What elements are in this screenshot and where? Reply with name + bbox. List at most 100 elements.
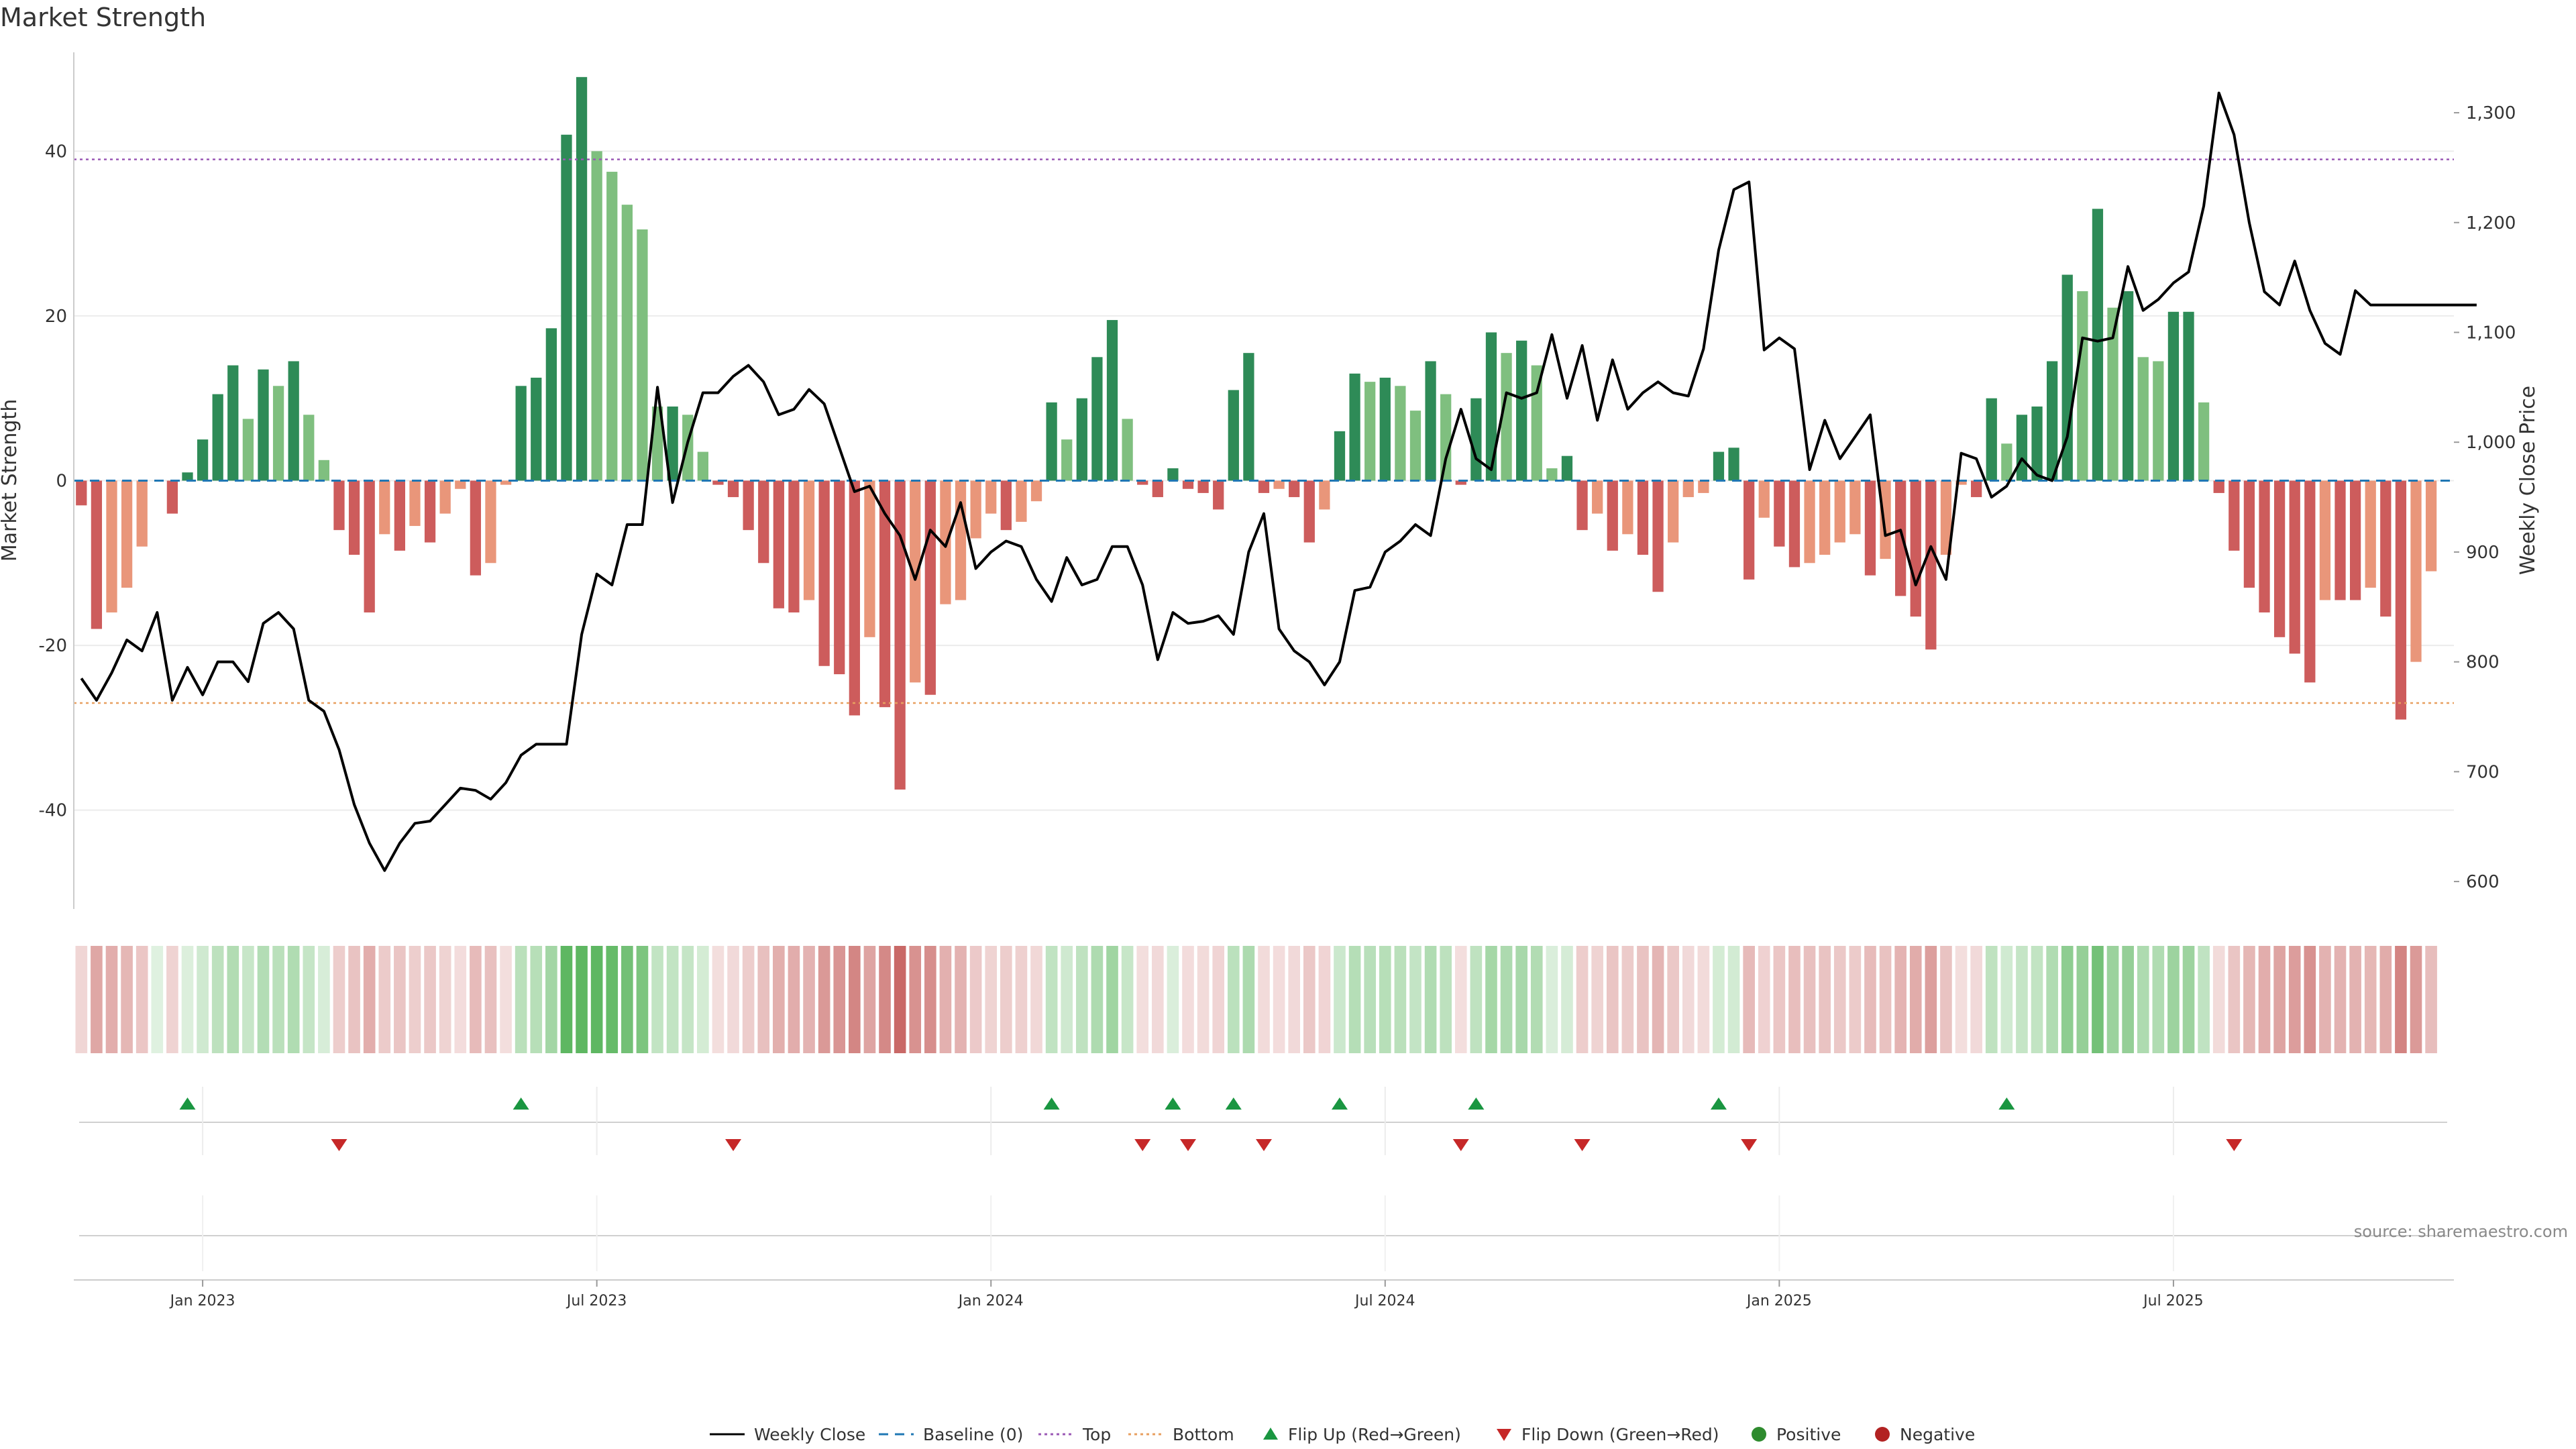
negative-strength-bar: [1273, 480, 1285, 489]
heat-cell: [1000, 946, 1012, 1053]
heat-cell: [1925, 946, 1937, 1053]
positive-strength-bar: [1395, 386, 1406, 481]
heat-cell: [2288, 946, 2301, 1053]
heat-cell: [1121, 946, 1134, 1053]
negative-strength-bar: [1774, 480, 1785, 547]
positive-strength-bar: [318, 460, 330, 481]
heat-cell: [849, 946, 861, 1053]
positive-strength-bar: [1516, 340, 1527, 481]
negative-strength-bar: [500, 480, 512, 485]
page-title: Market Strength: [0, 3, 207, 32]
heat-cell: [272, 946, 284, 1053]
positive-strength-bar: [1122, 419, 1133, 481]
heat-cell: [1424, 946, 1437, 1053]
positive-strength-bar: [682, 415, 694, 481]
heat-cell: [470, 946, 482, 1053]
heat-cell: [2198, 946, 2210, 1053]
negative-strength-bar: [743, 480, 754, 531]
negative-strength-bar: [409, 480, 421, 527]
positive-strength-bar: [591, 151, 602, 481]
weekly-close-line: [80, 91, 2477, 872]
negative-strength-bar: [166, 480, 178, 514]
positive-strength-bar: [1228, 390, 1239, 481]
positive-strength-bar: [637, 229, 648, 481]
heat-cell: [955, 946, 967, 1053]
legend-entry: Top: [1082, 1425, 1111, 1444]
positive-strength-bar: [182, 472, 193, 481]
heat-cell: [666, 946, 679, 1053]
positive-strength-bar: [1425, 361, 1436, 481]
heat-cell: [454, 946, 467, 1053]
negative-strength-bar: [2349, 480, 2361, 600]
negative-strength-bar: [1743, 480, 1755, 580]
heat-cell: [712, 946, 724, 1053]
negative-strength-bar: [439, 480, 451, 514]
negative-strength-bar: [1682, 480, 1694, 498]
negative-strength-bar: [955, 480, 967, 600]
weekly-close-series: [80, 91, 2477, 872]
heat-cell: [484, 946, 497, 1053]
negative-strength-bar: [1607, 480, 1618, 551]
negative-strength-bar: [2410, 480, 2422, 662]
positive-strength-bar: [1243, 353, 1254, 481]
heat-cell: [257, 946, 270, 1053]
legend-entry: Flip Down (Green→Red): [1521, 1425, 1719, 1444]
negative-strength-bar: [818, 480, 830, 666]
heat-cell: [1515, 946, 1527, 1053]
heat-cell: [1500, 946, 1513, 1053]
negative-strength-bar: [1319, 480, 1330, 510]
negative-strength-bar: [1637, 480, 1649, 555]
y-right-tick-label: 700: [2466, 762, 2500, 782]
heat-cell: [2273, 946, 2286, 1053]
heat-cell: [1819, 946, 1831, 1053]
heat-cell: [2061, 946, 2074, 1053]
positive-strength-bar: [2031, 406, 2043, 481]
negative-strength-bar: [834, 480, 845, 675]
y-right-tick-label: 1,300: [2466, 103, 2516, 123]
positive-strength-bar: [2122, 291, 2134, 481]
heat-cell: [227, 946, 239, 1053]
positive-strength-bar: [2061, 274, 2073, 481]
heat-cell: [1091, 946, 1104, 1053]
positive-strength-bar: [197, 439, 209, 481]
negative-strength-bar: [1592, 480, 1603, 514]
heat-cell: [682, 946, 694, 1053]
positive-strength-bar: [242, 419, 254, 481]
heat-cell: [576, 946, 588, 1053]
heat-cell: [333, 946, 345, 1053]
positive-strength-bar: [272, 386, 284, 481]
heat-cell: [1591, 946, 1603, 1053]
negative-strength-bar: [424, 480, 436, 543]
heat-cell: [2000, 946, 2013, 1053]
heat-cell: [803, 946, 815, 1053]
heat-cell: [2076, 946, 2089, 1053]
negative-strength-bar: [106, 480, 117, 612]
y-right-tick-label: 800: [2466, 653, 2500, 673]
heat-cell: [1909, 946, 1922, 1053]
negative-strength-bar: [1925, 480, 1937, 650]
negative-strength-bar: [379, 480, 390, 535]
x-tick-label: Jul 2023: [566, 1293, 627, 1309]
heat-cell: [348, 946, 360, 1053]
heat-cell: [1788, 946, 1801, 1053]
heat-cell: [1364, 946, 1377, 1053]
negative-strength-bar: [1213, 480, 1224, 510]
positive-strength-bar: [2183, 311, 2194, 481]
source-credit: source: sharemaestro.com: [2354, 1222, 2568, 1241]
positive-strength-bar: [1379, 378, 1391, 481]
negative-strength-bar: [1258, 480, 1270, 493]
heat-cell: [606, 946, 619, 1053]
heat-cell: [1849, 946, 1862, 1053]
positive-strength-bar: [606, 172, 618, 481]
negative-strength-bar: [1000, 480, 1012, 531]
negative-strength-bar: [1940, 480, 1952, 555]
negative-strength-bar: [1455, 480, 1466, 485]
heat-cell: [2092, 946, 2104, 1053]
negative-strength-bar: [1971, 480, 1982, 498]
heat-cell: [91, 946, 103, 1053]
heat-cell: [1273, 946, 1285, 1053]
positive-strength-bar: [621, 205, 633, 481]
legend-entry: Positive: [1776, 1425, 1841, 1444]
flip-up-marker: [179, 1097, 196, 1110]
heat-cell: [1106, 946, 1118, 1053]
